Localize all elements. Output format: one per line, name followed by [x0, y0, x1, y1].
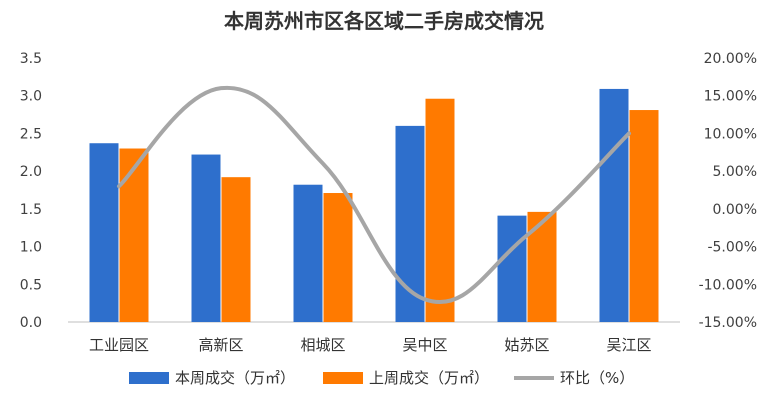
legend-item: 上周成交（万㎡） [323, 369, 489, 387]
y-tick-left: 3.0 [20, 89, 42, 105]
line-layer [117, 85, 631, 305]
legend: 本周成交（万㎡） 上周成交（万㎡） 环比（%） [129, 369, 634, 387]
legend-label: 环比（%） [560, 369, 634, 387]
category-label: 姑苏区 [504, 336, 549, 354]
axes: 0.0 0.5 1.0 1.5 2.0 2.5 3.0 3.5 -15.00% -10.00% -5… [20, 51, 757, 331]
bar-last-week [221, 177, 251, 322]
category-label: 工业园区 [89, 336, 149, 354]
legend-swatch [129, 372, 169, 384]
bar-this-week [599, 88, 629, 322]
category-label: 吴江区 [606, 336, 651, 354]
y-tick-left: 1.5 [20, 202, 42, 218]
bar-last-week [527, 211, 557, 322]
legend-item: 本周成交（万㎡） [129, 369, 295, 387]
y-tick-left: 3.5 [20, 51, 42, 67]
y-tick-right: 10.00% [704, 126, 757, 142]
y-tick-right: -5.00% [707, 240, 757, 256]
legend-item: 环比（%） [514, 369, 634, 387]
y-tick-left: 2.0 [20, 164, 42, 180]
legend-label: 本周成交（万㎡） [175, 369, 295, 387]
bar-last-week [119, 148, 149, 322]
bar-last-week [629, 110, 659, 322]
legend-swatch [323, 372, 363, 384]
chart-title: 本周苏州市区各区域二手房成交情况 [224, 9, 544, 33]
bar-this-week [497, 215, 527, 322]
category-label: 吴中区 [402, 336, 447, 354]
y-tick-right: -15.00% [699, 315, 757, 331]
y-tick-right: 5.00% [713, 164, 757, 180]
y-tick-left: 0.5 [20, 277, 42, 293]
y-tick-left: 2.5 [20, 126, 42, 142]
bars-group [89, 88, 659, 322]
bar-last-week [425, 98, 455, 322]
line-mom-change [117, 85, 631, 305]
y-tick-left: 1.0 [20, 240, 42, 256]
category-labels: 工业园区 高新区 相城区 吴中区 姑苏区 吴江区 [89, 336, 652, 354]
y-tick-right: 0.00% [713, 202, 757, 218]
bar-last-week [323, 193, 353, 322]
y-tick-left: 0.0 [20, 315, 42, 331]
category-label: 高新区 [198, 336, 243, 354]
bar-this-week [293, 184, 323, 322]
y-tick-right: -10.00% [699, 277, 757, 293]
category-label: 相城区 [300, 336, 345, 354]
y-tick-right: 15.00% [704, 89, 757, 105]
y-tick-right: 20.00% [704, 51, 757, 67]
legend-label: 上周成交（万㎡） [369, 369, 489, 387]
bar-this-week [191, 154, 221, 322]
bar-this-week [89, 143, 119, 322]
